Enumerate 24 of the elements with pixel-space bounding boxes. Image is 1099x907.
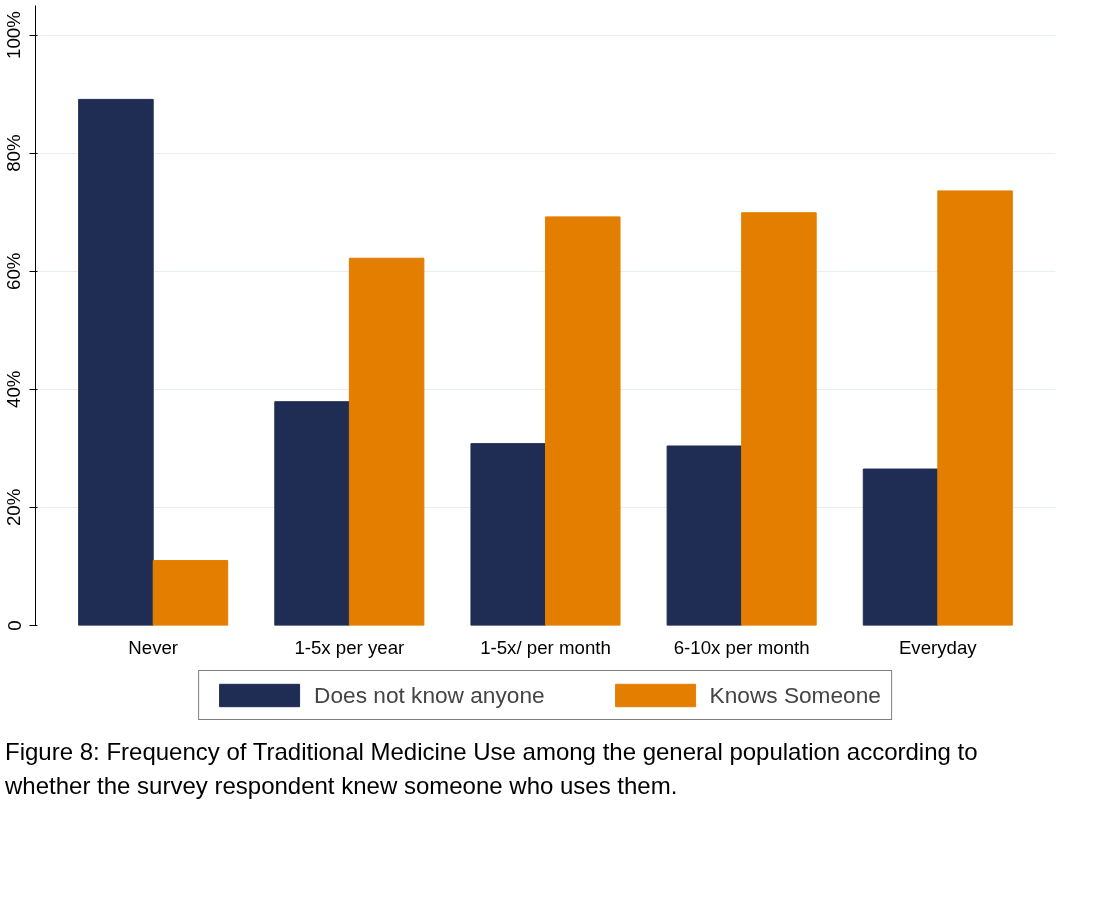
bar	[666, 445, 743, 626]
y-tick-label: 80%	[3, 134, 25, 172]
y-tick-label: 20%	[3, 488, 25, 527]
legend-label: Does not know anyone	[314, 681, 545, 709]
bar	[741, 212, 817, 626]
x-tick-label: Never	[128, 636, 179, 658]
bar	[862, 468, 939, 626]
y-tick-label: 0	[3, 620, 25, 631]
x-tick-label: 1-5x per year	[294, 636, 405, 658]
bar	[937, 190, 1013, 626]
bar	[274, 401, 350, 626]
legend-label: Knows Someone	[709, 681, 881, 709]
bar	[545, 216, 621, 626]
y-tick-label: 100%	[3, 11, 25, 59]
caption: Figure 8: Frequency of Traditional Medicine Use among the general population according to whether the survey respondent knew someone who uses them.	[5, 737, 979, 802]
x-tick-label: Everyday	[898, 636, 978, 658]
bar	[470, 443, 546, 626]
bar	[348, 257, 425, 626]
y-tick-label: 60%	[3, 252, 25, 290]
y-tick-label: 40%	[3, 370, 25, 408]
x-tick-label: 1-5x/ per month	[480, 636, 611, 658]
bar	[152, 560, 229, 626]
bar	[78, 98, 154, 626]
x-tick-label: 6-10x per month	[673, 636, 810, 658]
